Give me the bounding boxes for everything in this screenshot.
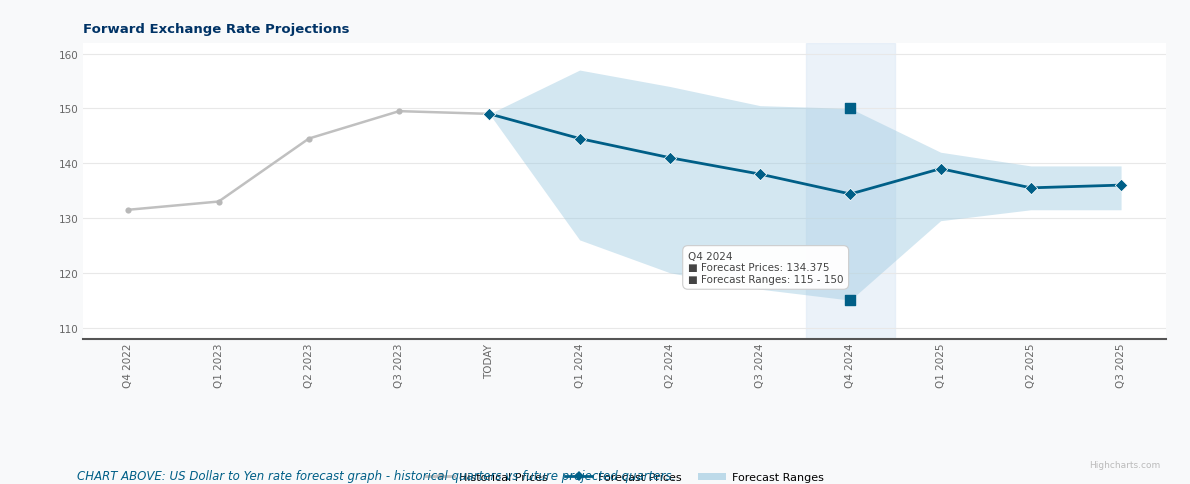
Point <box>660 154 679 162</box>
Point <box>570 136 589 143</box>
Text: Forward Exchange Rate Projections: Forward Exchange Rate Projections <box>83 22 350 35</box>
Point <box>751 171 770 179</box>
Point <box>209 198 228 206</box>
Legend: Historical Prices, Forecast Prices, Forecast Ranges: Historical Prices, Forecast Prices, Fore… <box>421 468 828 484</box>
Point <box>480 111 499 119</box>
Point <box>300 136 319 143</box>
Point <box>1111 182 1130 190</box>
Point <box>480 111 499 119</box>
Text: Highcharts.com: Highcharts.com <box>1089 460 1160 469</box>
Text: Q4 2024
■ Forecast Prices: 134.375
■ Forecast Ranges: 115 - 150: Q4 2024 ■ Forecast Prices: 134.375 ■ For… <box>688 251 844 285</box>
Bar <box>806 44 895 339</box>
Point <box>841 191 860 198</box>
Point <box>931 166 950 173</box>
Point <box>389 108 408 116</box>
Point <box>841 106 860 113</box>
Point <box>119 207 138 214</box>
Point <box>1021 184 1040 192</box>
Text: CHART ABOVE: US Dollar to Yen rate forecast graph - historical quarters vs futur: CHART ABOVE: US Dollar to Yen rate forec… <box>77 469 676 482</box>
Point <box>841 297 860 304</box>
